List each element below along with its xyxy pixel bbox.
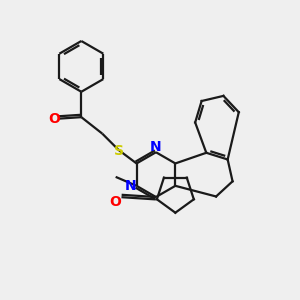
Text: O: O	[110, 195, 122, 209]
Text: N: N	[150, 140, 162, 154]
Text: S: S	[114, 144, 124, 158]
Text: O: O	[48, 112, 60, 126]
Text: N: N	[125, 179, 136, 193]
